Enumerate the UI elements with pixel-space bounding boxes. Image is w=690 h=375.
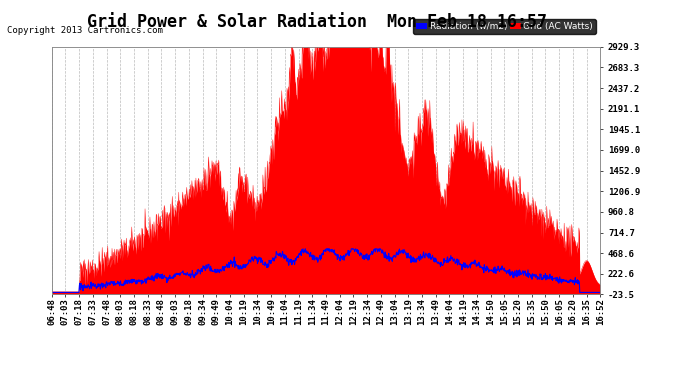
Text: Grid Power & Solar Radiation  Mon Feb 18 16:57: Grid Power & Solar Radiation Mon Feb 18 … — [88, 13, 547, 31]
Legend: Radiation (w/m2), Grid (AC Watts): Radiation (w/m2), Grid (AC Watts) — [413, 19, 595, 34]
Text: Copyright 2013 Cartronics.com: Copyright 2013 Cartronics.com — [7, 26, 163, 35]
